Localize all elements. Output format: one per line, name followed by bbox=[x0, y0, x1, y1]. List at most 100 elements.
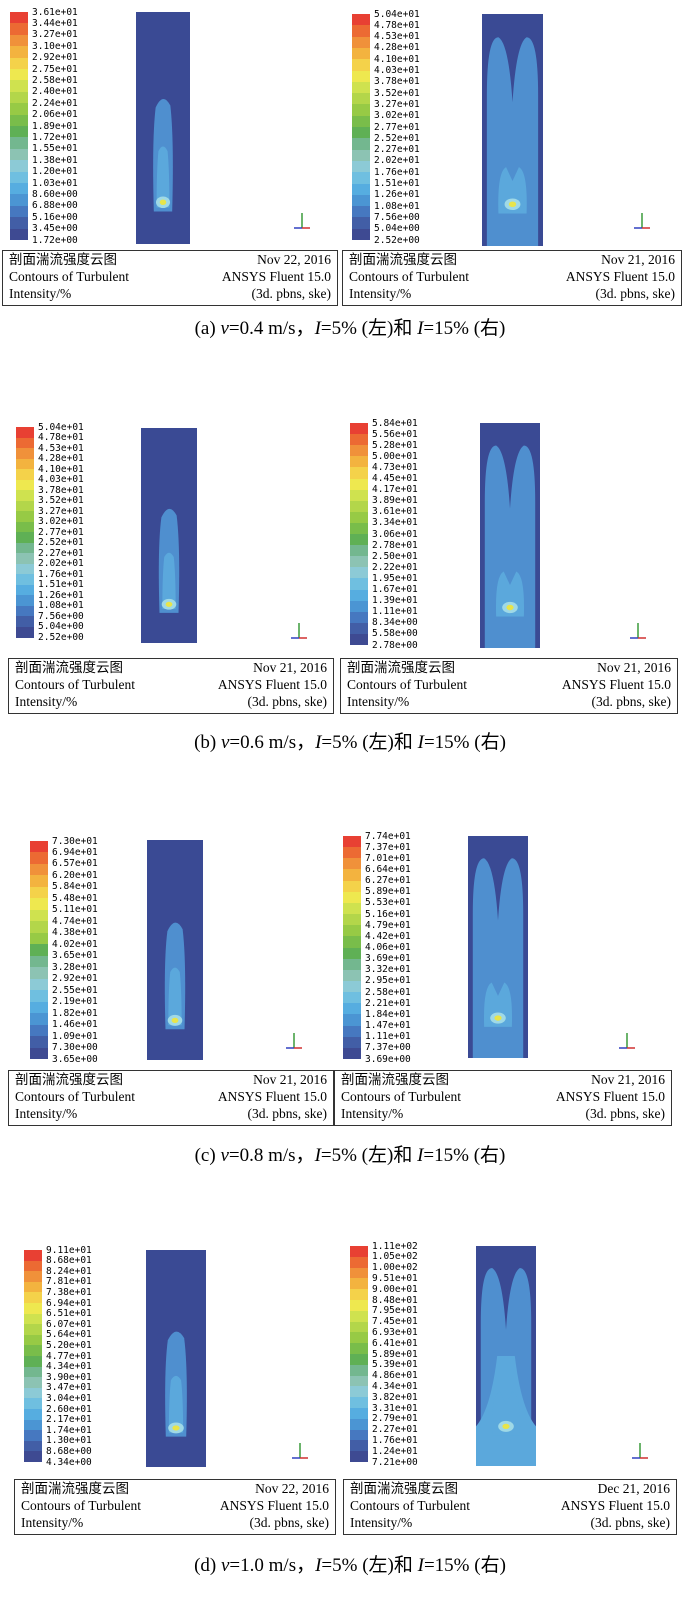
caption-part: (a) bbox=[194, 318, 221, 339]
color-scale-tick-label: 3.78e+01 bbox=[374, 76, 420, 88]
axis-triad bbox=[290, 210, 312, 232]
color-scale-tick-label: 8.68e+01 bbox=[46, 1255, 92, 1267]
color-scale-tick-label: 4.38e+01 bbox=[52, 927, 98, 939]
color-scale-tick-label: 4.17e+01 bbox=[372, 484, 418, 496]
color-scale-swatch bbox=[16, 553, 34, 564]
plume-outer bbox=[484, 445, 536, 648]
flow-domain bbox=[141, 428, 197, 643]
color-scale-tick-label: 2.92e+01 bbox=[32, 52, 78, 64]
color-scale-swatch bbox=[10, 148, 28, 161]
flow-domain bbox=[146, 1250, 206, 1467]
color-scale-swatch bbox=[350, 1386, 368, 1398]
color-scale-tick-label: 5.28e+01 bbox=[372, 439, 418, 451]
plume-inner bbox=[168, 1375, 184, 1433]
color-scale-tick-label: 1.95e+01 bbox=[372, 572, 418, 584]
flow-domain-plume bbox=[486, 37, 539, 246]
color-scale-swatch bbox=[343, 847, 361, 859]
color-scale-tick-label: 3.65e+01 bbox=[52, 950, 98, 962]
color-scale-tick-label: 1.20e+01 bbox=[32, 166, 78, 178]
color-scale-swatch bbox=[350, 1256, 368, 1269]
color-scale-tick-label: 7.81e+01 bbox=[46, 1276, 92, 1288]
contour-info-box: 剖面湍流强度云图 Contours of Turbulent Intensity/%… bbox=[343, 1479, 677, 1535]
info-solver: (3d. pbns, ske) bbox=[251, 286, 332, 301]
info-title-en-line1: Contours of Turbulent bbox=[347, 677, 468, 692]
color-scale-tick-label: 2.52e+00 bbox=[38, 631, 84, 643]
color-scale-tick-label: 8.24e+01 bbox=[46, 1265, 92, 1277]
color-scale-swatch bbox=[350, 489, 368, 502]
color-scale-swatch bbox=[343, 1003, 361, 1015]
info-date: Nov 21, 2016 bbox=[253, 660, 327, 675]
plume-hotspot bbox=[506, 604, 514, 611]
info-software: ANSYS Fluent 15.0 bbox=[221, 269, 331, 284]
flow-domain bbox=[476, 1246, 536, 1466]
color-scale-swatch bbox=[24, 1430, 42, 1442]
color-scale-tick-label: 2.21e+01 bbox=[365, 997, 411, 1009]
color-scale-swatch bbox=[343, 914, 361, 926]
color-scale-swatch bbox=[30, 955, 48, 968]
color-scale-tick-label: 3.32e+01 bbox=[365, 964, 411, 976]
color-scale-swatch bbox=[343, 992, 361, 1004]
color-scale-swatch bbox=[343, 980, 361, 993]
color-scale-tick-label: 5.64e+01 bbox=[46, 1329, 92, 1341]
color-scale-swatch bbox=[10, 80, 28, 93]
color-scale-tick-label: 1.46e+01 bbox=[52, 1019, 98, 1031]
color-scale-swatch bbox=[350, 1375, 368, 1387]
color-scale-swatch bbox=[16, 511, 34, 522]
color-scale-swatch bbox=[16, 626, 34, 638]
color-scale-swatch bbox=[350, 1310, 368, 1323]
color-scale-swatch bbox=[343, 880, 361, 893]
color-scale-swatch bbox=[16, 595, 34, 606]
figure-caption: (d) v=1.0 m/s，I=5% (左)和 I=15% (右) bbox=[0, 1550, 700, 1577]
plume-outer bbox=[472, 858, 524, 1058]
color-scale-tick-label: 1.67e+01 bbox=[372, 584, 418, 595]
info-date: Nov 21, 2016 bbox=[253, 1072, 327, 1087]
color-scale-swatch bbox=[24, 1292, 42, 1304]
color-scale-tick-label: 1.72e+01 bbox=[32, 131, 78, 143]
color-scale-tick-label: 6.27e+01 bbox=[365, 875, 411, 887]
info-title-en-line1: Contours of Turbulent bbox=[21, 1498, 142, 1513]
color-scale-tick-label: 5.16e+01 bbox=[365, 908, 411, 920]
color-scale-tick-label: 6.51e+01 bbox=[46, 1308, 92, 1320]
plume-hotspot bbox=[172, 1425, 180, 1431]
color-scale-swatch bbox=[350, 1408, 368, 1420]
color-scale-tick-label: 2.40e+01 bbox=[32, 86, 78, 98]
color-scale-tick-label: 1.55e+01 bbox=[32, 143, 78, 155]
color-scale-tick-label: 1.72e+00 bbox=[32, 234, 78, 246]
caption-part: I bbox=[417, 318, 424, 339]
color-scale-swatch bbox=[352, 14, 370, 26]
caption-part: =5% (左)和 bbox=[321, 1555, 418, 1576]
caption-part: =5% (左)和 bbox=[321, 732, 418, 753]
caption-part: =15% (右) bbox=[423, 1555, 506, 1576]
color-scale-swatch bbox=[352, 183, 370, 196]
color-scale-swatch bbox=[24, 1356, 42, 1368]
color-scale-swatch bbox=[352, 228, 370, 241]
info-title-en-line1: Contours of Turbulent bbox=[9, 269, 130, 284]
color-scale-swatch bbox=[16, 521, 34, 533]
caption-part: (b) bbox=[194, 732, 221, 753]
color-scale-swatch bbox=[350, 545, 368, 557]
caption-part: =1.0 m/s， bbox=[229, 1555, 316, 1576]
color-scale-swatch bbox=[350, 1429, 368, 1441]
color-scale-swatch bbox=[16, 584, 34, 596]
color-scale-swatch bbox=[350, 633, 368, 646]
info-title-en-line1: Contours of Turbulent bbox=[341, 1089, 462, 1104]
color-scale-swatch bbox=[24, 1271, 42, 1283]
info-title-cn: 剖面湍流强度云图 bbox=[350, 1481, 458, 1496]
color-scale-swatch bbox=[30, 863, 48, 876]
color-scale-tick-label: 1.11e+02 bbox=[372, 1240, 418, 1252]
color-scale-tick-label: 2.02e+01 bbox=[374, 155, 420, 167]
color-scale-tick-label: 1.39e+01 bbox=[372, 595, 418, 607]
flow-domain-plume bbox=[472, 858, 524, 1058]
color-scale-tick-label: 7.37e+01 bbox=[365, 841, 411, 853]
color-scale-tick-label: 2.58e+01 bbox=[32, 74, 78, 86]
color-scale-swatch bbox=[350, 511, 368, 524]
plume-outer bbox=[486, 37, 539, 246]
color-scale-tick-label: 4.34e+01 bbox=[372, 1380, 418, 1392]
color-scale-swatch bbox=[350, 522, 368, 535]
color-scale-swatch bbox=[30, 875, 48, 888]
plume-inner bbox=[168, 967, 182, 1026]
axis-triad bbox=[282, 1030, 304, 1052]
color-scale-swatch bbox=[352, 70, 370, 83]
color-scale-legend: 5.04e+01 4.78e+01 4.53e+01 4.28e+01 4.10e+01… bbox=[16, 422, 126, 643]
color-scale-tick-label: 5.04e+01 bbox=[374, 8, 420, 20]
